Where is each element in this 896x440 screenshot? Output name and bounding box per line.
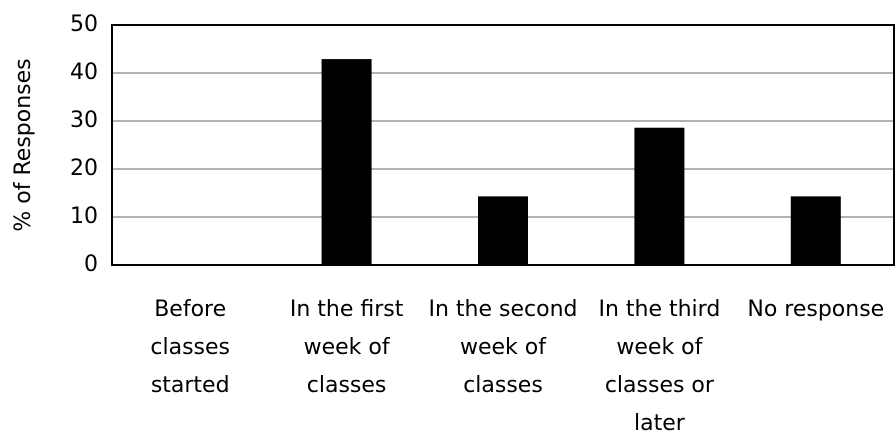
- x-tick-label: In the second week of classes: [428, 297, 578, 398]
- x-tick-label: In the first week of classes: [289, 297, 404, 398]
- y-tick-label: 20: [70, 156, 98, 181]
- x-tick-label: No response: [747, 297, 885, 322]
- bar: [478, 196, 528, 265]
- y-tick-label: 0: [84, 252, 98, 277]
- y-tick-label: 40: [70, 60, 98, 85]
- y-tick-label: 50: [70, 12, 98, 37]
- bar: [790, 196, 841, 265]
- bar: [634, 127, 685, 265]
- y-tick-label: 30: [70, 108, 98, 133]
- y-tick-label: 10: [70, 204, 98, 229]
- bar: [321, 59, 372, 265]
- x-tick-label: In the third week of classes or later: [598, 297, 721, 436]
- x-tick-label: Before classes started: [150, 297, 230, 398]
- y-axis-title: % of Responses: [11, 58, 36, 231]
